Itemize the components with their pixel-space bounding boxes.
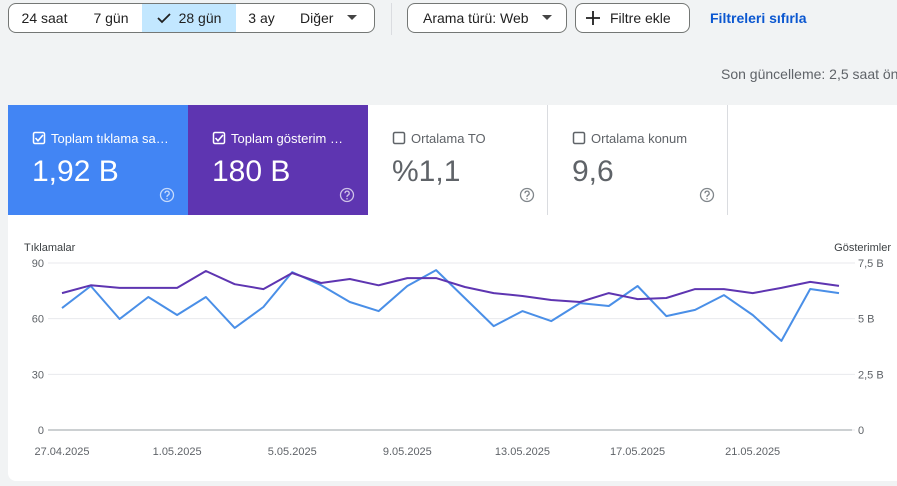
checkbox	[392, 131, 406, 145]
y-tick-label: 60	[32, 314, 44, 326]
help-mark	[524, 190, 530, 198]
y-tick-label: 90	[32, 258, 44, 270]
help-icon	[519, 187, 535, 203]
help-dot	[706, 198, 708, 200]
search-type-dropdown[interactable]: Arama türü: Web	[407, 3, 567, 33]
divider	[391, 3, 392, 35]
reset-filters-link[interactable]: Filtreleri sıfırla	[710, 10, 807, 26]
range-button[interactable]: 7 gün	[80, 3, 143, 33]
help-icon	[159, 187, 175, 203]
help-icon	[699, 187, 715, 203]
metric-card[interactable]: Ortalama konum 9,6	[548, 105, 728, 215]
checkmark	[214, 134, 224, 143]
help-mark	[344, 190, 350, 198]
x-tick-label: 17.05.2025	[610, 446, 665, 458]
add-filter-button[interactable]: Filtre ekle	[575, 3, 690, 33]
help-mark	[704, 190, 710, 198]
checkbox	[212, 131, 226, 145]
help-circle	[339, 187, 355, 203]
y2-tick-label: 0	[858, 425, 864, 437]
card-icons	[392, 131, 535, 203]
help-circle	[519, 187, 535, 203]
series-line	[61, 269, 840, 342]
y-axis-label: Tıklamalar	[24, 242, 76, 254]
range-label: 7 gün	[93, 10, 129, 26]
range-label: 3 ay	[248, 10, 275, 26]
metric-card[interactable]: Toplam gösterim sayısı180 B	[188, 105, 368, 215]
card-icons	[32, 131, 175, 203]
help-icon	[339, 187, 355, 203]
help-dot	[346, 198, 348, 200]
metric-card[interactable]: Ortalama TO %1,1	[368, 105, 548, 215]
more-dropdown[interactable]: Diğer	[287, 3, 375, 33]
x-tick-label: 21.05.2025	[725, 446, 780, 458]
y2-tick-label: 5 B	[858, 314, 875, 326]
card-icons	[572, 131, 715, 203]
card-icons	[212, 131, 355, 203]
metric-value: 9,6	[572, 155, 614, 188]
y2-tick-label: 2,5 B	[858, 369, 884, 381]
add-filter-label: Filtre ekle	[610, 10, 671, 26]
checkbox	[32, 131, 46, 145]
help-circle	[159, 187, 175, 203]
checkmark	[34, 134, 44, 143]
more-label: Diğer	[300, 10, 334, 26]
last-update: Son güncelleme: 2,5 saat önce	[721, 66, 897, 82]
series-line	[61, 270, 840, 303]
help-mark	[164, 190, 170, 198]
x-tick-label: 1.05.2025	[153, 446, 202, 458]
y2-axis-label: Gösterimler	[834, 242, 891, 254]
dropdown-arrow	[347, 15, 358, 20]
range-label: 28 gün	[178, 10, 222, 26]
metric-value: %1,1	[392, 155, 461, 188]
x-tick-label: 27.04.2025	[34, 446, 89, 458]
metric-value: 180 B	[212, 155, 291, 188]
y-tick-label: 30	[32, 369, 44, 381]
plus-icon	[586, 11, 600, 25]
metric-card[interactable]: Toplam tıklama sayısı 1,92 B	[8, 105, 188, 215]
x-tick-label: 13.05.2025	[495, 446, 550, 458]
metric-value: 1,92 B	[32, 155, 119, 188]
range-button[interactable]: 24 saat	[8, 3, 81, 33]
search-type-label: Arama türü: Web	[423, 10, 529, 26]
y2-tick-label: 7,5 B	[858, 258, 884, 270]
y-tick-label: 0	[38, 425, 44, 437]
check-icon	[156, 13, 171, 24]
help-dot	[166, 198, 168, 200]
help-dot	[526, 198, 528, 200]
checkbox	[572, 131, 586, 145]
x-tick-label: 9.05.2025	[383, 446, 432, 458]
help-circle	[699, 187, 715, 203]
x-tick-label: 5.05.2025	[268, 446, 317, 458]
dropdown-arrow	[541, 15, 552, 20]
range-label: 24 saat	[21, 10, 68, 26]
range-button[interactable]: 28 gün	[142, 3, 237, 33]
